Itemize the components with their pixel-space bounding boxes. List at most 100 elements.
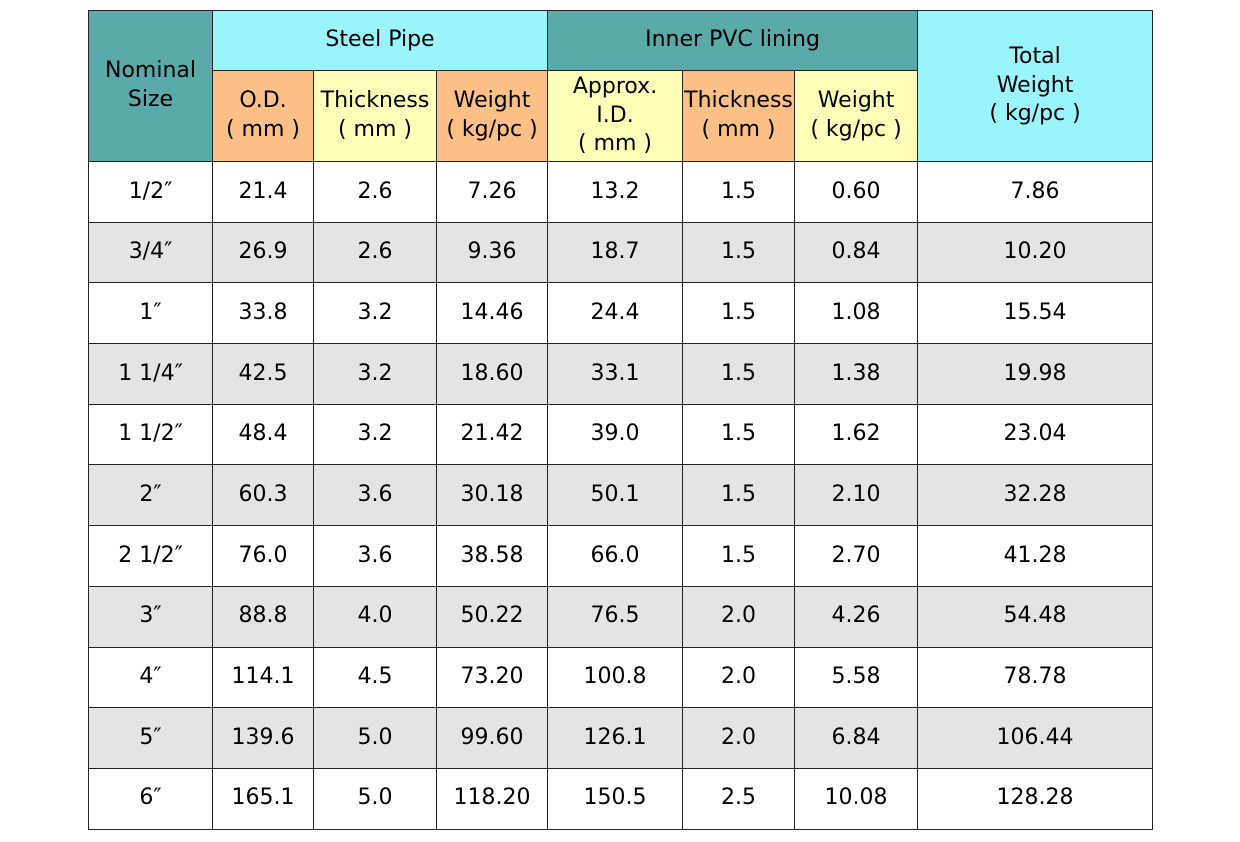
cell-pvc-thickness: 1.5: [682, 282, 796, 345]
cell-steel-weight: 50.22: [435, 585, 549, 648]
cell-nominal-size: 6″: [88, 767, 213, 830]
cell-pvc-id: 150.5: [547, 767, 684, 830]
cell-steel-weight: 73.20: [435, 646, 549, 709]
cell-steel-weight: 30.18: [435, 464, 549, 527]
cell-pvc-id: 100.8: [547, 646, 684, 709]
cell-total-weight: 128.28: [917, 767, 1154, 830]
table-row: 1 1/2″ 48.4 3.2 21.42 39.0 1.5 1.62 23.0…: [88, 403, 1154, 466]
cell-steel-weight: 7.26: [435, 161, 549, 223]
table-row: 6″ 165.1 5.0 118.20 150.5 2.5 10.08 128.…: [88, 767, 1154, 830]
cell-nominal-size: 1 1/4″: [88, 343, 213, 405]
cell-steel-thickness: 2.6: [313, 161, 437, 223]
cell-steel-od: 26.9: [212, 221, 314, 284]
cell-pvc-thickness: 1.5: [682, 161, 796, 223]
cell-steel-thickness: 3.2: [313, 343, 437, 405]
cell-nominal-size: 1/2″: [88, 161, 213, 223]
cell-nominal-size: 2 1/2″: [88, 525, 213, 587]
table-row: 1″ 33.8 3.2 14.46 24.4 1.5 1.08 15.54: [88, 282, 1154, 345]
table-row: 1 1/4″ 42.5 3.2 18.60 33.1 1.5 1.38 19.9…: [88, 343, 1154, 405]
cell-pvc-id: 66.0: [547, 525, 684, 587]
table-row: 3″ 88.8 4.0 50.22 76.5 2.0 4.26 54.48: [88, 585, 1154, 648]
cell-nominal-size: 4″: [88, 646, 213, 709]
cell-pvc-id: 39.0: [547, 403, 684, 466]
cell-total-weight: 23.04: [917, 403, 1154, 466]
cell-total-weight: 10.20: [917, 221, 1154, 284]
cell-pvc-weight: 1.08: [794, 282, 919, 345]
cell-nominal-size: 1″: [88, 282, 213, 345]
cell-pvc-weight: 6.84: [794, 707, 919, 769]
cell-nominal-size: 2″: [88, 464, 213, 527]
cell-pvc-id: 76.5: [547, 585, 684, 648]
header-steel-weight: Weight ( kg/pc ): [435, 70, 549, 162]
cell-steel-thickness: 2.6: [313, 221, 437, 284]
cell-pvc-weight: 2.10: [794, 464, 919, 527]
table-row: 2 1/2″ 76.0 3.6 38.58 66.0 1.5 2.70 41.2…: [88, 525, 1154, 587]
header-pvc-thickness: Thickness ( mm ): [682, 70, 796, 162]
cell-steel-od: 76.0: [212, 525, 314, 587]
cell-total-weight: 106.44: [917, 707, 1154, 769]
cell-pvc-thickness: 2.0: [682, 585, 796, 648]
cell-steel-od: 42.5: [212, 343, 314, 405]
cell-pvc-weight: 4.26: [794, 585, 919, 648]
cell-steel-od: 48.4: [212, 403, 314, 466]
cell-pvc-thickness: 2.0: [682, 646, 796, 709]
cell-pvc-thickness: 2.5: [682, 767, 796, 830]
cell-pvc-weight: 0.84: [794, 221, 919, 284]
cell-steel-thickness: 3.6: [313, 464, 437, 527]
cell-pvc-thickness: 1.5: [682, 403, 796, 466]
cell-pvc-thickness: 1.5: [682, 525, 796, 587]
cell-pvc-weight: 5.58: [794, 646, 919, 709]
cell-pvc-id: 13.2: [547, 161, 684, 223]
cell-steel-od: 114.1: [212, 646, 314, 709]
cell-total-weight: 54.48: [917, 585, 1154, 648]
cell-steel-thickness: 3.6: [313, 525, 437, 587]
cell-total-weight: 32.28: [917, 464, 1154, 527]
table-row: 2″ 60.3 3.6 30.18 50.1 1.5 2.10 32.28: [88, 464, 1154, 527]
cell-pvc-thickness: 1.5: [682, 464, 796, 527]
cell-steel-thickness: 4.0: [313, 585, 437, 648]
header-steel-pipe: Steel Pipe: [211, 10, 549, 71]
cell-steel-od: 165.1: [212, 767, 314, 830]
cell-nominal-size: 1 1/2″: [88, 403, 213, 466]
cell-pvc-thickness: 2.0: [682, 707, 796, 769]
cell-pvc-id: 24.4: [547, 282, 684, 345]
cell-pvc-weight: 10.08: [794, 767, 919, 830]
cell-pvc-id: 50.1: [547, 464, 684, 527]
cell-steel-thickness: 5.0: [313, 707, 437, 769]
table-row: 4″ 114.1 4.5 73.20 100.8 2.0 5.58 78.78: [88, 646, 1154, 709]
cell-pvc-thickness: 1.5: [682, 221, 796, 284]
cell-pvc-id: 33.1: [547, 343, 684, 405]
cell-total-weight: 15.54: [917, 282, 1154, 345]
cell-steel-thickness: 4.5: [313, 646, 437, 709]
table-row: 1/2″ 21.4 2.6 7.26 13.2 1.5 0.60 7.86: [88, 161, 1154, 223]
cell-steel-thickness: 5.0: [313, 767, 437, 830]
cell-nominal-size: 3/4″: [88, 221, 213, 284]
cell-steel-weight: 99.60: [435, 707, 549, 769]
cell-total-weight: 19.98: [917, 343, 1154, 405]
pipe-spec-table: Nominal Size Steel Pipe Inner PVC lining…: [88, 10, 1154, 830]
cell-steel-od: 33.8: [212, 282, 314, 345]
header-pvc-weight: Weight ( kg/pc ): [794, 70, 919, 162]
header-pvc-id: Approx. I.D. ( mm ): [547, 70, 684, 162]
cell-pvc-weight: 1.38: [794, 343, 919, 405]
cell-nominal-size: 5″: [88, 707, 213, 769]
header-steel-od: O.D. ( mm ): [212, 70, 314, 162]
cell-total-weight: 78.78: [917, 646, 1154, 709]
cell-steel-weight: 21.42: [435, 403, 549, 466]
cell-pvc-thickness: 1.5: [682, 343, 796, 405]
header-steel-thickness: Thickness ( mm ): [313, 70, 437, 162]
cell-pvc-id: 126.1: [547, 707, 684, 769]
cell-pvc-weight: 0.60: [794, 161, 919, 223]
cell-nominal-size: 3″: [88, 585, 213, 648]
cell-steel-weight: 118.20: [435, 767, 549, 830]
cell-steel-thickness: 3.2: [313, 282, 437, 345]
header-total-weight: Total Weight ( kg/pc ): [917, 10, 1154, 162]
table-body: 1/2″ 21.4 2.6 7.26 13.2 1.5 0.60 7.86 3/…: [88, 161, 1154, 830]
cell-pvc-id: 18.7: [547, 221, 684, 284]
cell-total-weight: 7.86: [917, 161, 1154, 223]
cell-steel-od: 21.4: [212, 161, 314, 223]
cell-steel-weight: 14.46: [435, 282, 549, 345]
cell-steel-weight: 9.36: [435, 221, 549, 284]
header-nominal-size: Nominal Size: [88, 10, 213, 162]
cell-pvc-weight: 1.62: [794, 403, 919, 466]
